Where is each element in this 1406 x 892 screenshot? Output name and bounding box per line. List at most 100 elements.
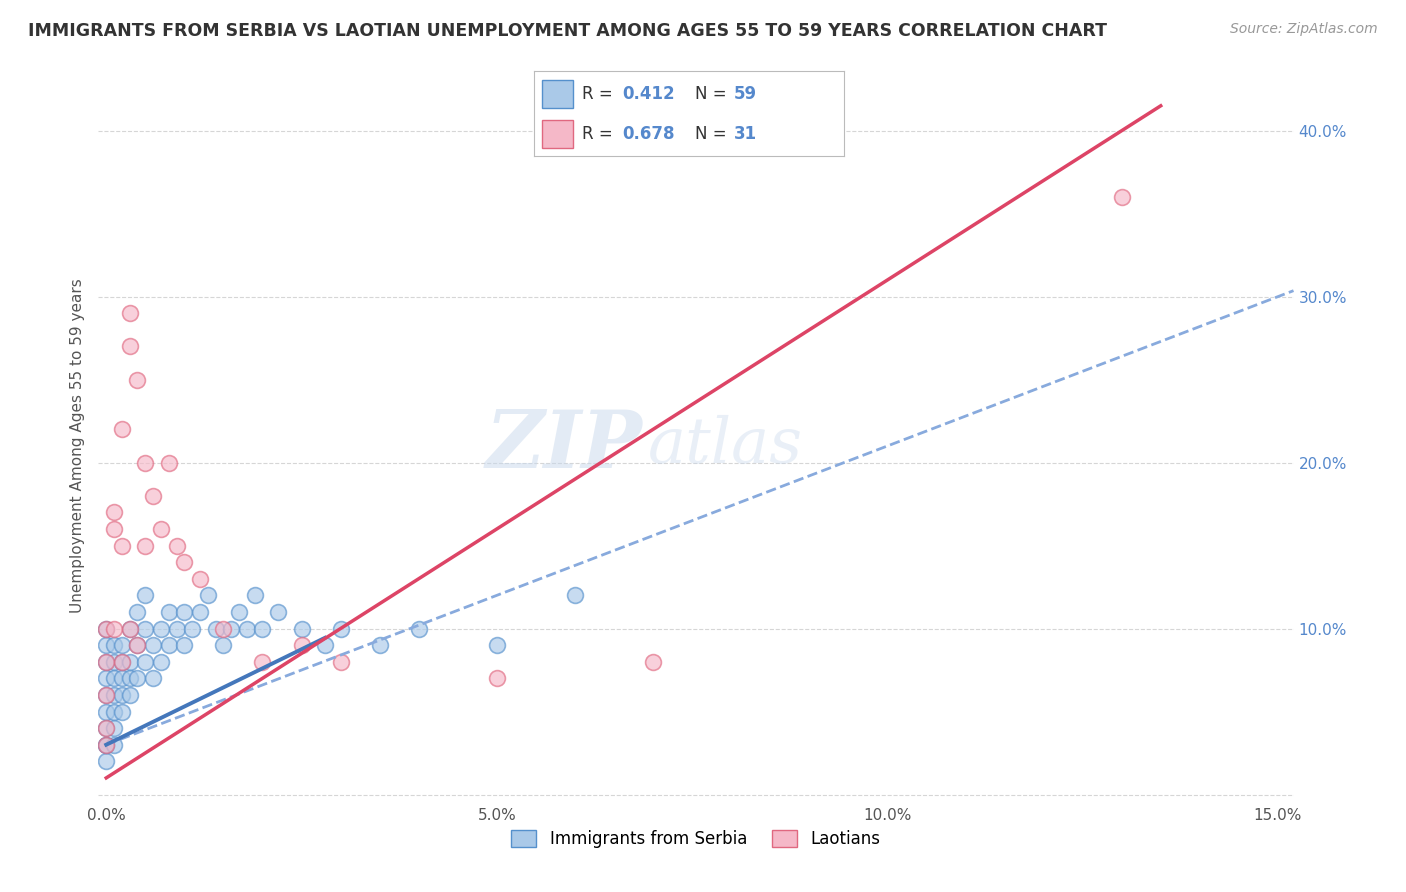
Point	[181, 622, 204, 636]
Point	[166, 622, 188, 636]
Point	[96, 754, 118, 768]
Point	[329, 622, 352, 636]
Text: 0.678: 0.678	[623, 125, 675, 143]
Point	[118, 339, 141, 353]
Point	[103, 522, 125, 536]
Point	[157, 605, 180, 619]
Bar	[541, 120, 574, 147]
Point	[166, 539, 188, 553]
Point	[118, 622, 141, 636]
Point	[96, 738, 118, 752]
Point	[267, 605, 290, 619]
Point	[118, 306, 141, 320]
Point	[368, 638, 391, 652]
Point	[103, 638, 125, 652]
Point	[96, 738, 118, 752]
Point	[118, 671, 141, 685]
Text: IMMIGRANTS FROM SERBIA VS LAOTIAN UNEMPLOYMENT AMONG AGES 55 TO 59 YEARS CORRELA: IMMIGRANTS FROM SERBIA VS LAOTIAN UNEMPL…	[28, 22, 1107, 40]
Text: R =: R =	[582, 125, 619, 143]
Point	[111, 422, 134, 436]
Point	[96, 721, 118, 735]
Point	[118, 622, 141, 636]
Text: 0.412: 0.412	[623, 85, 675, 103]
Point	[103, 655, 125, 669]
Point	[142, 489, 165, 503]
Point	[157, 456, 180, 470]
Point	[111, 655, 134, 669]
Point	[134, 539, 156, 553]
Point	[96, 655, 118, 669]
Point	[118, 688, 141, 702]
Point	[329, 655, 352, 669]
Point	[111, 688, 134, 702]
Point	[96, 721, 118, 735]
Text: Source: ZipAtlas.com: Source: ZipAtlas.com	[1230, 22, 1378, 37]
Point	[96, 655, 118, 669]
Point	[111, 671, 134, 685]
Legend: Immigrants from Serbia, Laotians: Immigrants from Serbia, Laotians	[505, 823, 887, 855]
Point	[96, 638, 118, 652]
Point	[96, 738, 118, 752]
Text: 31: 31	[734, 125, 756, 143]
Point	[96, 688, 118, 702]
Point	[111, 655, 134, 669]
Point	[96, 705, 118, 719]
Text: atlas: atlas	[648, 415, 803, 477]
Point	[96, 688, 118, 702]
Point	[103, 688, 125, 702]
Point	[103, 671, 125, 685]
Point	[173, 605, 195, 619]
Point	[127, 605, 149, 619]
Point	[111, 539, 134, 553]
Point	[103, 705, 125, 719]
Point	[197, 588, 219, 602]
Text: ZIP: ZIP	[485, 408, 643, 484]
Point	[564, 588, 586, 602]
Point	[641, 655, 664, 669]
Point	[149, 655, 172, 669]
Point	[127, 638, 149, 652]
Point	[243, 588, 266, 602]
Point	[290, 622, 312, 636]
Point	[212, 622, 235, 636]
Y-axis label: Unemployment Among Ages 55 to 59 years: Unemployment Among Ages 55 to 59 years	[69, 278, 84, 614]
Point	[252, 622, 274, 636]
Point	[314, 638, 336, 652]
Point	[127, 638, 149, 652]
Point	[1111, 190, 1133, 204]
Point	[111, 638, 134, 652]
Point	[96, 622, 118, 636]
Point	[103, 622, 125, 636]
Point	[173, 555, 195, 569]
Point	[236, 622, 259, 636]
Point	[103, 738, 125, 752]
Text: N =: N =	[695, 85, 733, 103]
Point	[111, 705, 134, 719]
Point	[408, 622, 430, 636]
Point	[134, 588, 156, 602]
Text: N =: N =	[695, 125, 733, 143]
Point	[134, 456, 156, 470]
Bar	[541, 80, 574, 108]
Point	[157, 638, 180, 652]
Point	[173, 638, 195, 652]
Point	[127, 373, 149, 387]
Point	[127, 671, 149, 685]
Point	[252, 655, 274, 669]
Point	[142, 671, 165, 685]
Point	[96, 671, 118, 685]
Point	[103, 721, 125, 735]
Point	[212, 638, 235, 652]
Text: R =: R =	[582, 85, 619, 103]
Point	[149, 622, 172, 636]
Point	[134, 622, 156, 636]
Point	[103, 505, 125, 519]
Point	[96, 622, 118, 636]
Point	[219, 622, 242, 636]
Point	[204, 622, 226, 636]
Point	[228, 605, 250, 619]
Point	[188, 572, 211, 586]
Point	[149, 522, 172, 536]
Point	[485, 671, 508, 685]
Text: 59: 59	[734, 85, 756, 103]
